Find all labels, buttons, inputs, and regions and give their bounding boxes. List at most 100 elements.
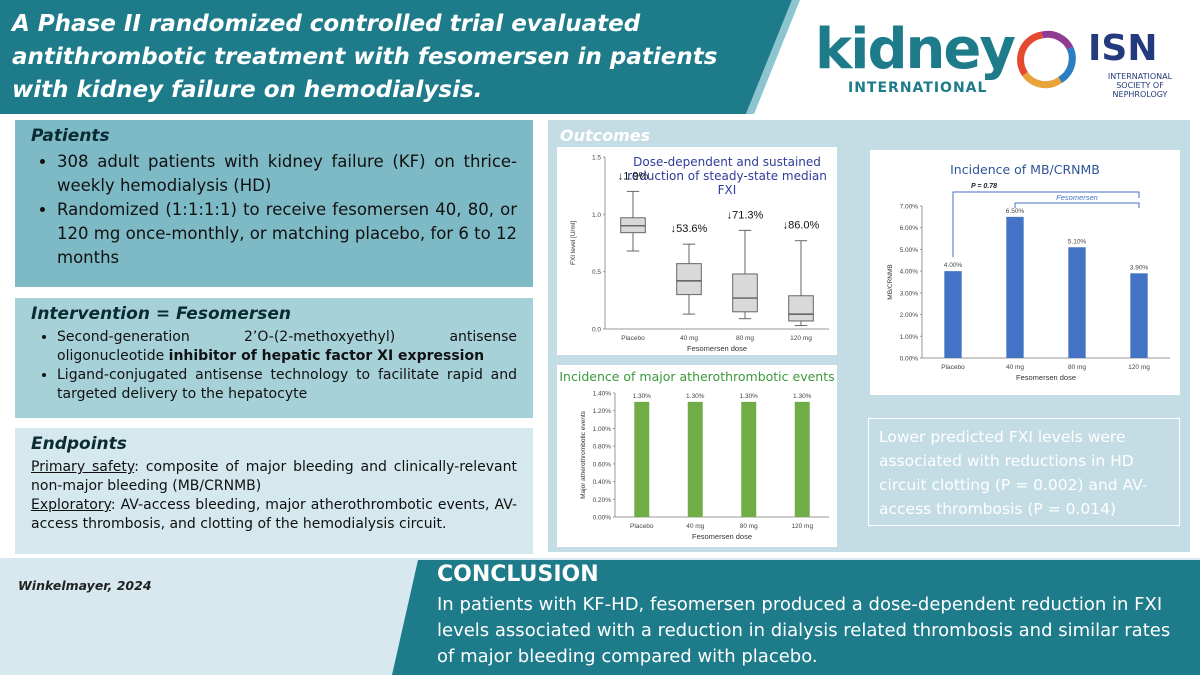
y-tick-label: 0.5 [592, 269, 601, 276]
y-tick-label: 1.5 [592, 155, 601, 162]
y-tick-label: 0.0 [592, 327, 601, 334]
conclusion-text: In patients with KF-HD, fesomersen produ… [437, 594, 1171, 667]
x-tick-label: Placebo [630, 523, 654, 530]
text: Second-generation 2’O-(2-methoxyethyl) a… [57, 329, 517, 364]
annotation: ↓1.9% [618, 170, 649, 182]
header-band [0, 0, 792, 114]
x-tick-label: 40 mg [686, 523, 704, 530]
conclusion-title: CONCLUSION [437, 562, 599, 587]
annotation: ↓71.3% [727, 209, 764, 221]
chart: Incidence of MB/CRNMB 0.00% 1.00% 2.00% 3.00… [870, 150, 1180, 395]
bullet: Ligand-conjugated antisense technology t… [57, 366, 517, 404]
logo-isn-sub: INTERNATIONAL SOCIETY OF NEPHROLOGY [1107, 72, 1173, 99]
value-label: 4.00% [944, 262, 963, 269]
logo-kidney: kidney [815, 17, 1016, 82]
y-tick-label: 0.80% [593, 444, 612, 451]
endpoints-box: Endpoints Primary safety: composite of m… [15, 428, 533, 554]
label: Primary safety [31, 459, 135, 475]
value-label: 5.10% [1068, 238, 1087, 245]
bar [1130, 273, 1148, 358]
y-tick-label: 3.00% [900, 290, 919, 297]
x-axis-label: Fesomersen dose [1016, 373, 1076, 382]
x-tick-label: 80 mg [736, 335, 754, 342]
section-title: Patients [31, 126, 110, 146]
endpoint: Exploratory: AV-access bleeding, major a… [31, 496, 517, 534]
chart: Dose-dependent and sustained reduction o… [557, 147, 837, 355]
x-tick-label: 40 mg [1006, 364, 1024, 371]
endpoint: Primary safety: composite of major bleed… [31, 458, 517, 496]
y-tick-label: 2.00% [900, 312, 919, 319]
y-tick-label: 6.00% [900, 225, 919, 232]
chart-plot: 0.00% 0.20% 0.40% 0.60% 0.80% 1.00% 1.20% 1.40%… [580, 391, 829, 541]
x-tick-label: 80 mg [1068, 364, 1086, 371]
y-tick-label: 5.00% [900, 247, 919, 254]
y-tick-label: 1.40% [593, 391, 612, 398]
y-axis-label: FXI level [U/ml] [570, 221, 577, 265]
y-tick-label: 0.00% [593, 515, 612, 522]
y-tick-label: 0.60% [593, 461, 612, 468]
bullet-list: Second-generation 2’O-(2-methoxyethyl) a… [31, 328, 517, 404]
section-title: Intervention = Fesomersen [31, 304, 291, 324]
bar [634, 401, 650, 517]
x-axis-label: Fesomersen dose [692, 532, 752, 541]
chart-plot: 0.0 0.5 1.0 1.5 FXI level [U/ml] Fesomersen d… [570, 155, 829, 353]
x-tick-label: 120 mg [790, 335, 812, 342]
y-tick-label: 1.00% [900, 334, 919, 341]
bar [1068, 247, 1086, 358]
x-tick-label: 40 mg [680, 335, 698, 342]
chart-title: Incidence of major atherothrombotic even… [559, 369, 835, 384]
y-tick-label: 1.00% [593, 426, 612, 433]
citation: Winkelmayer, 2024 [18, 578, 152, 593]
header-edge [746, 0, 800, 114]
bar [794, 401, 810, 517]
y-axis-label: Major atherothrombotic events [580, 410, 587, 499]
y-tick-label: 0.40% [593, 479, 612, 486]
y-axis-label: MB/CRNMB [887, 264, 894, 299]
value-label: 3.90% [1130, 264, 1149, 271]
value-label: 1.30% [686, 393, 705, 400]
x-tick-label: 80 mg [740, 523, 758, 530]
text: : AV-access bleeding, major atherothromb… [31, 497, 517, 532]
value-label: 1.30% [740, 393, 759, 400]
box [732, 273, 758, 313]
y-tick-label: 1.20% [593, 408, 612, 415]
y-tick-label: 1.0 [592, 212, 601, 219]
x-axis-label: Fesomersen dose [687, 344, 747, 353]
p-value: P = 0.78 [971, 183, 997, 190]
bullet: Second-generation 2’O-(2-methoxyethyl) a… [57, 328, 517, 366]
value-label: 1.30% [793, 393, 812, 400]
intervention-box: Intervention = Fesomersen Second-generat… [15, 298, 533, 418]
box [676, 263, 702, 296]
bullet: Randomized (1:1:1:1) to receive fesomers… [57, 198, 517, 270]
value-label: 1.30% [633, 393, 652, 400]
x-tick-label: 120 mg [791, 523, 813, 530]
label: Exploratory [31, 497, 111, 513]
bar [1006, 216, 1024, 358]
section-title: Endpoints [31, 434, 127, 454]
conclusion-band [392, 560, 1200, 675]
y-tick-label: 7.00% [900, 204, 919, 211]
text: : composite of major bleeding and clinic… [31, 459, 517, 494]
logo-isn: ISN [1088, 28, 1158, 69]
bullet-list: 308 adult patients with kidney failure (… [31, 150, 517, 270]
finding-box: Lower predicted FXI levels were associat… [868, 418, 1180, 526]
bracket [1014, 202, 1140, 208]
x-tick-label: 120 mg [1128, 364, 1150, 371]
group-label: Fesomersen [1056, 193, 1098, 202]
header-title: A Phase II randomized controlled trial e… [12, 11, 718, 103]
bold-text: inhibitor of hepatic factor XI expressio… [168, 348, 485, 364]
patients-box: Patients 308 adult patients with kidney … [15, 120, 533, 287]
value-label: 6.50% [1006, 208, 1025, 215]
x-tick-label: Placebo [621, 335, 645, 342]
bar [741, 401, 757, 517]
bar [687, 401, 703, 517]
chart-title: Incidence of MB/CRNMB [950, 162, 1100, 177]
chart-title: Dose-dependent and sustained reduction o… [627, 155, 827, 197]
y-tick-label: 0.20% [593, 497, 612, 504]
y-tick-label: 0.00% [900, 356, 919, 363]
logo-kidney-sub: INTERNATIONAL [848, 80, 988, 96]
section-title: Outcomes [560, 126, 651, 145]
chart: Incidence of major atherothrombotic even… [557, 365, 837, 547]
